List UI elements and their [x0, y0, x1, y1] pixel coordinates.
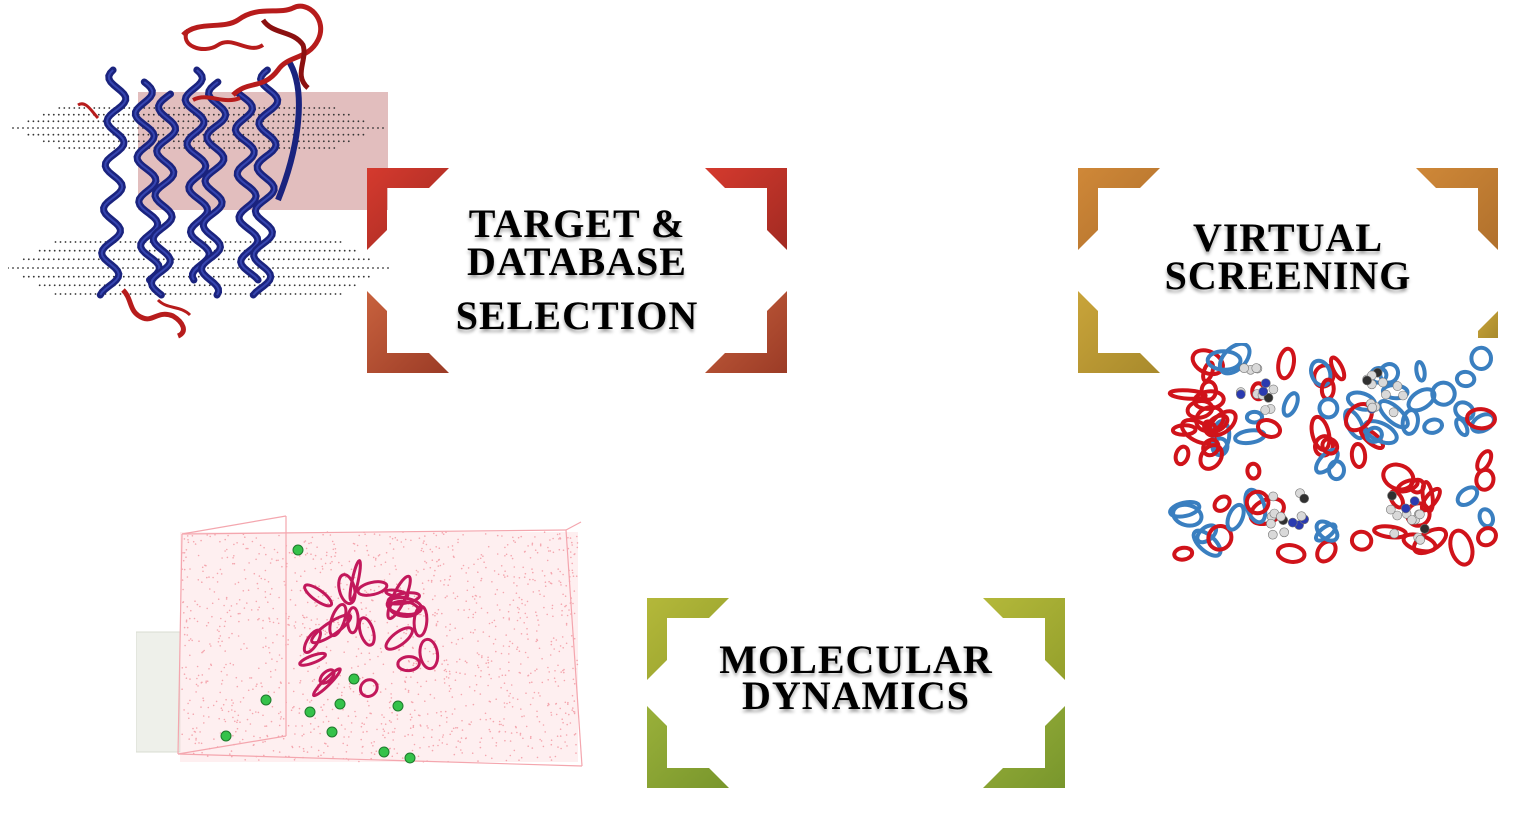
step-molecular-dynamics: MOLECULAR DYNAMICS — [647, 598, 1065, 788]
step-label-line-2: DATABASE — [467, 239, 687, 284]
step-label-line-1: MOLECULAR — [719, 637, 993, 682]
bracket-frame — [1078, 168, 1498, 373]
solvation-box-illustration — [135, 514, 588, 780]
step-label-line-1: TARGET & — [468, 201, 686, 246]
bracket-frame — [367, 168, 787, 373]
step-label-line-1: VIRTUAL — [1192, 215, 1384, 260]
step-label-line-2: DYNAMICS — [742, 673, 970, 718]
step-target-database-selection: TARGET & DATABASE SELECTION — [367, 168, 787, 373]
step-virtual-screening: VIRTUAL SCREENING — [1078, 168, 1498, 373]
bracket-frame — [647, 598, 1065, 788]
membrane-protein-illustration — [7, 0, 393, 340]
step-label-line-3: SELECTION — [455, 293, 699, 338]
hemoglobin-illustration — [1162, 341, 1514, 571]
step-label-line-2: SCREENING — [1164, 253, 1412, 298]
